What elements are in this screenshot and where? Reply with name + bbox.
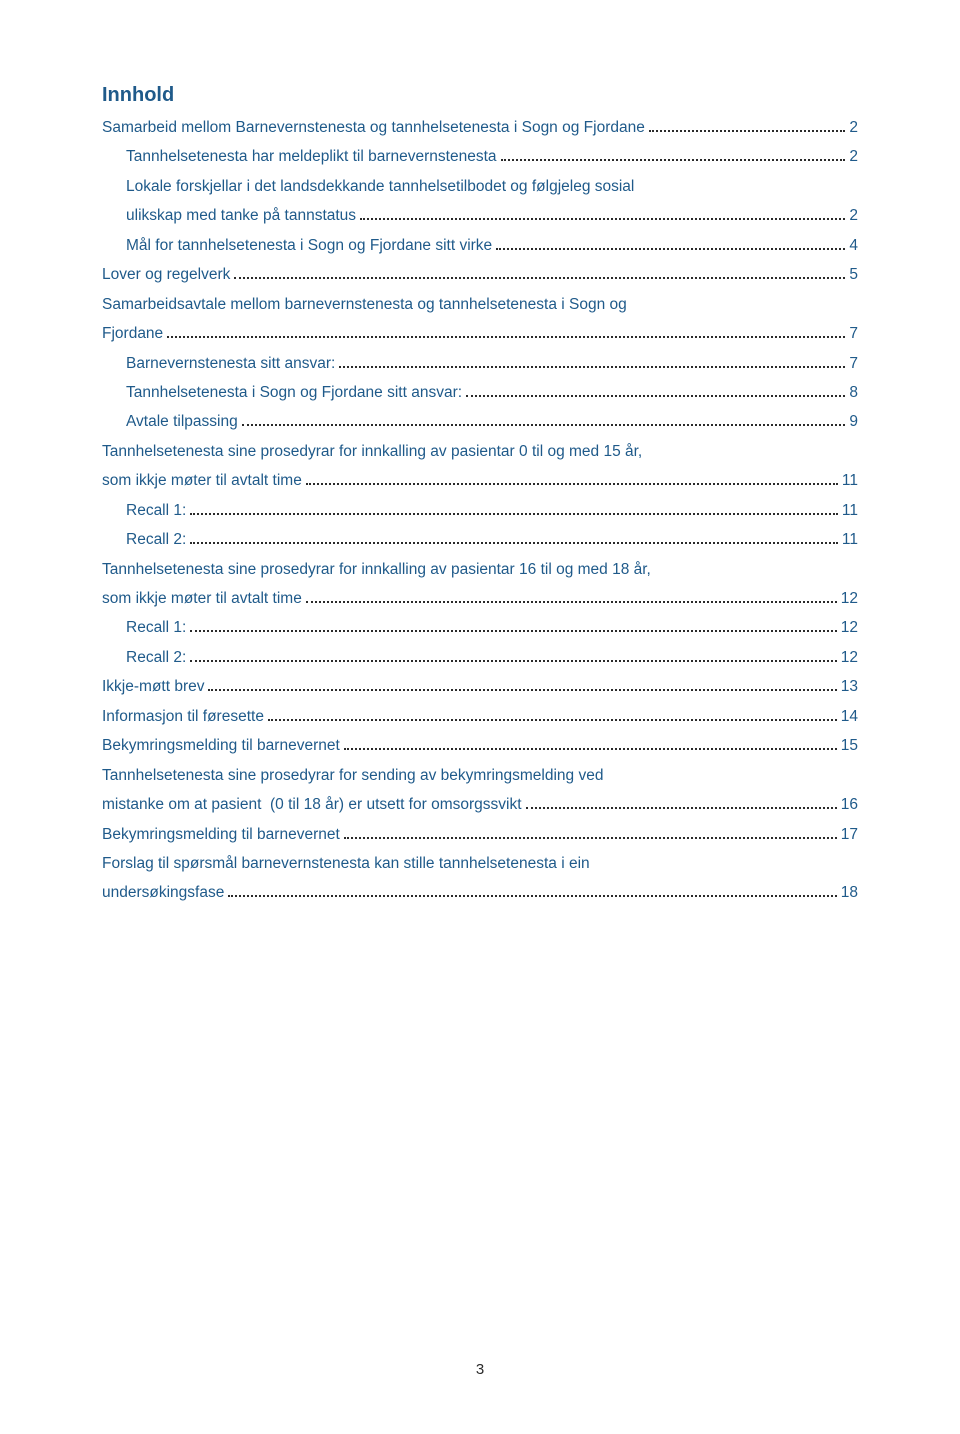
toc-leader [234, 268, 845, 279]
toc-leader [501, 150, 846, 161]
toc-entry-label: mistanke om at pasient (0 til 18 år) er … [102, 790, 522, 819]
toc-leader [190, 651, 836, 662]
toc-entry-label: som ikkje møter til avtalt time [102, 584, 302, 613]
toc-entry-page: 2 [849, 142, 858, 171]
toc-entry: Informasjon til føresette 14 [102, 702, 858, 731]
toc-entry-label: Mål for tannhelsetenesta i Sogn og Fjord… [126, 231, 492, 260]
toc-entry: Tannhelsetenesta har meldeplikt til barn… [102, 142, 858, 171]
toc-list: Samarbeid mellom Barnevernstenesta og ta… [102, 113, 858, 908]
toc-entry-label: Fjordane [102, 319, 163, 348]
toc-entry: Mål for tannhelsetenesta i Sogn og Fjord… [102, 231, 858, 260]
toc-entry: Ikkje-møtt brev 13 [102, 672, 858, 701]
toc-entry-page: 7 [849, 319, 858, 348]
toc-entry-label: Recall 2: [126, 525, 186, 554]
toc-leader [526, 798, 837, 809]
toc-entry-page: 2 [849, 201, 858, 230]
toc-entry-page: 11 [842, 496, 858, 525]
toc-entry-page: 8 [849, 378, 858, 407]
toc-entry: som ikkje møter til avtalt time 12 [102, 584, 858, 613]
toc-entry: ulikskap med tanke på tannstatus 2 [102, 201, 858, 230]
toc-entry: undersøkingsfase 18 [102, 878, 858, 907]
toc-leader [649, 121, 846, 132]
toc-leader [268, 709, 837, 720]
toc-entry: Recall 2: 11 [102, 525, 858, 554]
toc-leader [190, 533, 838, 544]
toc-leader [242, 415, 846, 426]
toc-entry-page: 11 [842, 466, 858, 495]
toc-entry: Avtale tilpassing 9 [102, 407, 858, 436]
toc-entry-page: 14 [841, 702, 858, 731]
toc-leader [190, 621, 836, 632]
toc-entry: Recall 1: 11 [102, 496, 858, 525]
toc-entry: Lover og regelverk 5 [102, 260, 858, 289]
toc-entry-page: 12 [841, 643, 858, 672]
toc-leader [339, 356, 845, 367]
toc-title: Innhold [102, 84, 858, 107]
toc-entry: mistanke om at pasient (0 til 18 år) er … [102, 790, 858, 819]
toc-entry-page: 16 [841, 790, 858, 819]
toc-entry-page: 15 [841, 731, 858, 760]
document-page: Innhold Samarbeid mellom Barnevernstenes… [0, 0, 960, 1434]
toc-entry-label: Tannhelsetenesta har meldeplikt til barn… [126, 142, 497, 171]
toc-entry: Bekymringsmelding til barnevernet 15 [102, 731, 858, 760]
toc-leader [496, 238, 845, 249]
toc-entry-label: Bekymringsmelding til barnevernet [102, 820, 340, 849]
toc-entry-label: Lover og regelverk [102, 260, 230, 289]
toc-entry-page: 18 [841, 878, 858, 907]
toc-entry-prefix: Tannhelsetenesta sine prosedyrar for inn… [102, 555, 858, 584]
toc-entry-label: Recall 1: [126, 613, 186, 642]
toc-entry-label: som ikkje møter til avtalt time [102, 466, 302, 495]
toc-entry: Samarbeid mellom Barnevernstenesta og ta… [102, 113, 858, 142]
toc-entry-label: Informasjon til føresette [102, 702, 264, 731]
toc-entry-label: Barnevernstenesta sitt ansvar: [126, 349, 335, 378]
toc-entry-prefix: Forslag til spørsmål barnevernstenesta k… [102, 849, 858, 878]
toc-entry-label: undersøkingsfase [102, 878, 224, 907]
toc-entry-page: 9 [849, 407, 858, 436]
toc-leader [190, 503, 838, 514]
toc-entry: Recall 2: 12 [102, 643, 858, 672]
toc-entry-page: 17 [841, 820, 858, 849]
toc-entry: Barnevernstenesta sitt ansvar: 7 [102, 349, 858, 378]
toc-leader [466, 386, 845, 397]
toc-entry-label: Tannhelsetenesta i Sogn og Fjordane sitt… [126, 378, 462, 407]
toc-entry-page: 12 [841, 584, 858, 613]
toc-entry-prefix: Tannhelsetenesta sine prosedyrar for inn… [102, 437, 858, 466]
toc-entry-label: Bekymringsmelding til barnevernet [102, 731, 340, 760]
toc-entry-label: ulikskap med tanke på tannstatus [126, 201, 356, 230]
toc-entry: Tannhelsetenesta i Sogn og Fjordane sitt… [102, 378, 858, 407]
toc-entry-label: Recall 1: [126, 496, 186, 525]
toc-entry-page: 5 [849, 260, 858, 289]
toc-entry: Bekymringsmelding til barnevernet 17 [102, 820, 858, 849]
toc-entry: Fjordane 7 [102, 319, 858, 348]
toc-leader [344, 739, 837, 750]
toc-entry-page: 2 [849, 113, 858, 142]
toc-entry-page: 7 [849, 349, 858, 378]
toc-entry-label: Recall 2: [126, 643, 186, 672]
toc-leader [360, 209, 845, 220]
toc-entry-page: 4 [849, 231, 858, 260]
toc-entry-prefix: Lokale forskjellar i det landsdekkande t… [102, 172, 858, 201]
toc-entry-label: Avtale tilpassing [126, 407, 238, 436]
page-number: 3 [0, 1361, 960, 1378]
toc-entry: som ikkje møter til avtalt time 11 [102, 466, 858, 495]
toc-entry: Recall 1: 12 [102, 613, 858, 642]
toc-entry-page: 13 [841, 672, 858, 701]
toc-leader [167, 327, 845, 338]
toc-entry-prefix: Tannhelsetenesta sine prosedyrar for sen… [102, 761, 858, 790]
toc-leader [306, 474, 838, 485]
toc-entry-page: 11 [842, 525, 858, 554]
toc-entry-page: 12 [841, 613, 858, 642]
toc-entry-label: Ikkje-møtt brev [102, 672, 204, 701]
toc-leader [228, 886, 836, 897]
toc-entry-prefix: Samarbeidsavtale mellom barnevernstenest… [102, 290, 858, 319]
toc-leader [344, 827, 837, 838]
toc-entry-label: Samarbeid mellom Barnevernstenesta og ta… [102, 113, 645, 142]
toc-leader [306, 592, 837, 603]
toc-leader [208, 680, 836, 691]
